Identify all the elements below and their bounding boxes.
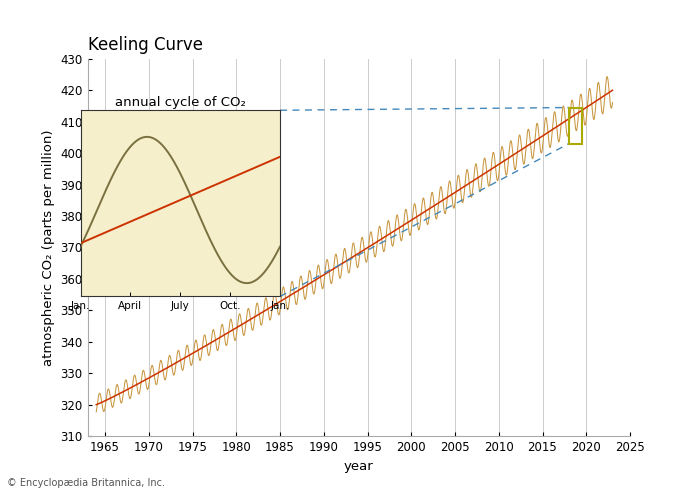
Y-axis label: atmospheric CO₂ (parts per million): atmospheric CO₂ (parts per million)	[42, 129, 55, 366]
X-axis label: year: year	[344, 460, 374, 472]
Bar	[568, 107, 582, 144]
Title: annual cycle of CO₂: annual cycle of CO₂	[115, 96, 246, 109]
Text: © Encyclopædia Britannica, Inc.: © Encyclopædia Britannica, Inc.	[7, 478, 165, 488]
Text: Keeling Curve: Keeling Curve	[88, 36, 202, 54]
